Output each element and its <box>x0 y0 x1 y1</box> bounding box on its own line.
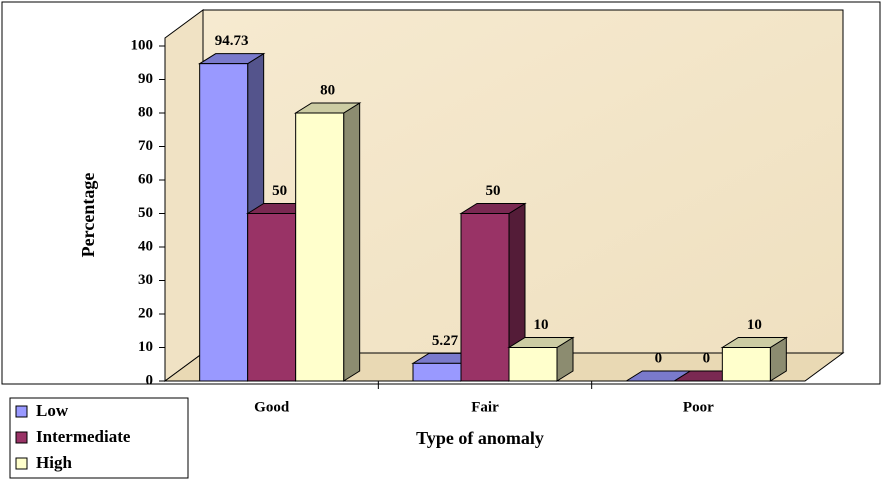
x-tick-label: Poor <box>683 399 714 415</box>
y-tick-label: 70 <box>138 138 153 154</box>
bar <box>199 63 249 382</box>
legend-swatch <box>15 431 28 444</box>
legend-box <box>9 397 189 479</box>
data-label: 10 <box>534 317 549 333</box>
data-label: 0 <box>655 350 663 366</box>
y-tick-label: 40 <box>138 238 153 254</box>
bar <box>508 347 558 382</box>
y-tick-label: 50 <box>138 205 153 221</box>
data-label: 50 <box>272 183 287 199</box>
y-tick-label: 30 <box>138 272 153 288</box>
y-tick-label: 10 <box>138 339 153 355</box>
data-label: 80 <box>320 82 335 98</box>
data-label: 10 <box>747 317 762 333</box>
legend-swatch <box>15 457 28 470</box>
legend-label: Low <box>36 401 69 420</box>
data-label: 0 <box>703 350 711 366</box>
y-tick-label: 100 <box>131 37 154 53</box>
y-tick-label: 20 <box>138 305 153 321</box>
y-tick-label: 80 <box>138 104 153 120</box>
bar <box>412 362 462 382</box>
y-tick-label: 0 <box>146 372 154 388</box>
x-tick-label: Fair <box>471 399 499 415</box>
bar <box>721 347 771 382</box>
y-axis-title: Percentage <box>78 173 98 258</box>
bar-side <box>343 102 361 382</box>
bar <box>460 213 510 382</box>
bar <box>295 112 345 382</box>
side-wall <box>164 9 204 382</box>
data-label: 50 <box>486 183 501 199</box>
x-tick-label: Good <box>254 399 290 415</box>
x-axis-title: Type of anomaly <box>416 428 544 448</box>
legend-swatch <box>15 405 28 418</box>
y-tick-label: 90 <box>138 71 153 87</box>
data-label: 94.73 <box>215 33 249 49</box>
legend-label: Intermediate <box>36 427 131 446</box>
bar <box>247 213 297 382</box>
legend-label: High <box>36 453 72 472</box>
y-tick-label: 60 <box>138 171 153 187</box>
data-label: 5.27 <box>432 333 459 349</box>
